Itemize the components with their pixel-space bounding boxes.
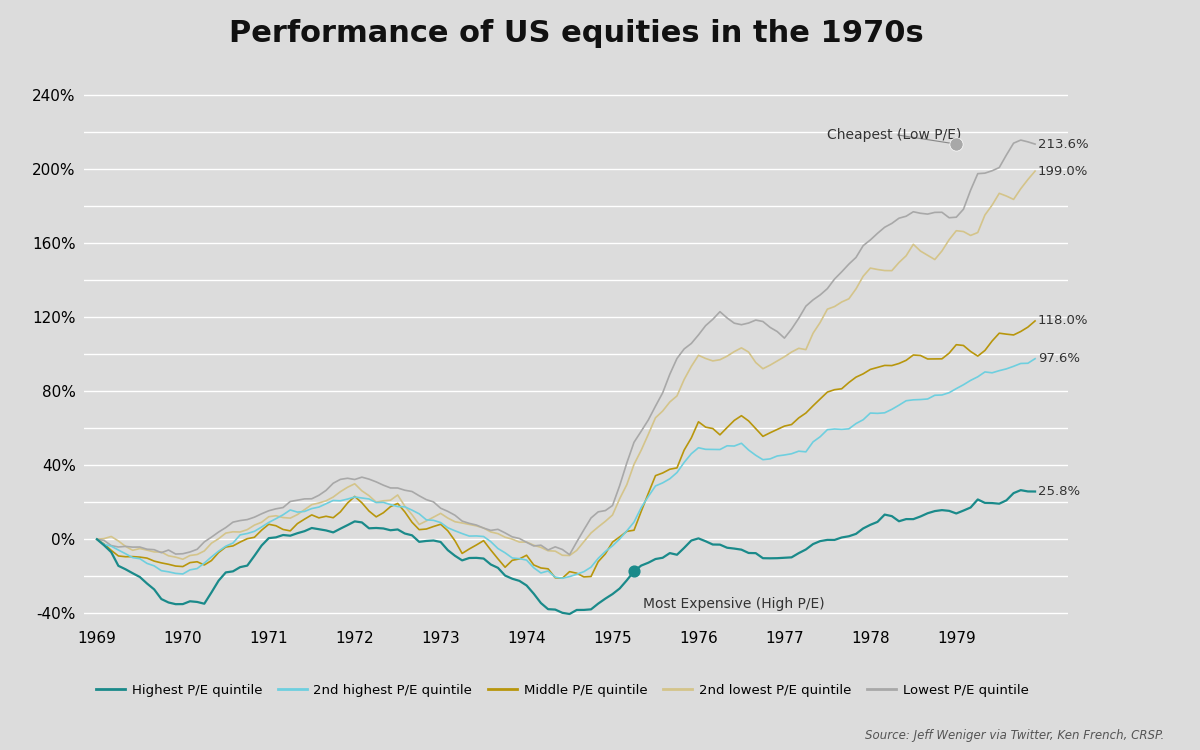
Text: 25.8%: 25.8% [1038,485,1080,498]
Text: 213.6%: 213.6% [1038,137,1088,151]
Text: Source: Jeff Weniger via Twitter, Ken French, CRSP.: Source: Jeff Weniger via Twitter, Ken Fr… [865,730,1164,742]
Legend: Highest P/E quintile, 2nd highest P/E quintile, Middle P/E quintile, 2nd lowest : Highest P/E quintile, 2nd highest P/E qu… [90,678,1034,702]
Text: Most Expensive (High P/E): Most Expensive (High P/E) [643,597,824,611]
Title: Performance of US equities in the 1970s: Performance of US equities in the 1970s [229,20,923,49]
Point [947,138,966,150]
Text: 118.0%: 118.0% [1038,314,1088,328]
Text: Cheapest (Low P/E): Cheapest (Low P/E) [827,128,961,144]
Point [624,566,643,578]
Text: 199.0%: 199.0% [1038,164,1088,178]
Text: 97.6%: 97.6% [1038,352,1080,365]
